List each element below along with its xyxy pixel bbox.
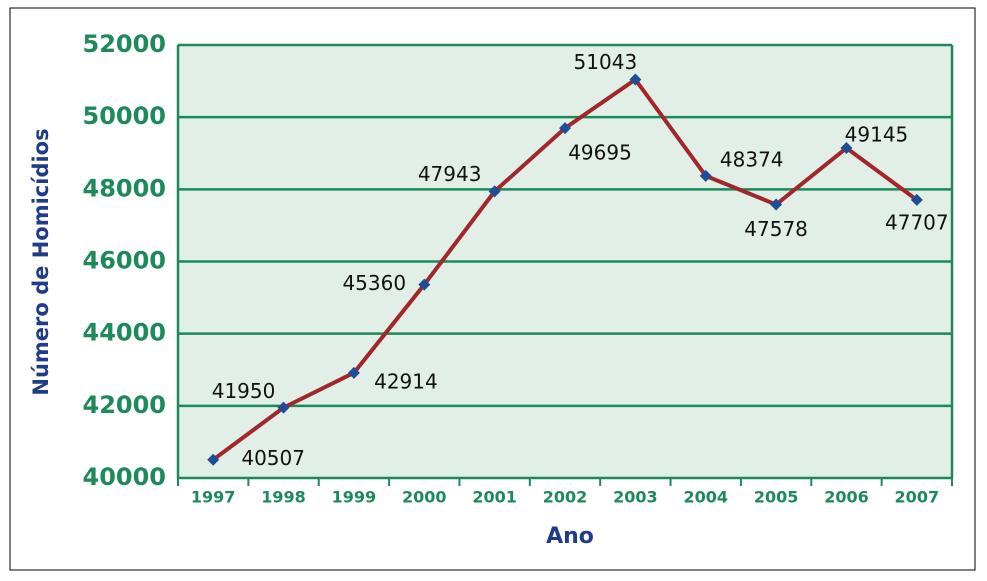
marker xyxy=(488,185,501,198)
y-tick-label: 44000 xyxy=(83,319,167,347)
x-tick-label: 2004 xyxy=(683,488,728,507)
y-tick-label: 52000 xyxy=(83,30,167,58)
data-label: 41950 xyxy=(212,379,276,403)
data-label: 48374 xyxy=(720,147,784,171)
marker xyxy=(699,169,712,182)
frame xyxy=(9,7,976,571)
x-tick-label: 1997 xyxy=(191,488,236,507)
marker xyxy=(559,122,571,135)
x-tick-label: 1998 xyxy=(261,488,306,507)
data-label: 47578 xyxy=(744,217,808,241)
data-label: 45360 xyxy=(342,271,406,295)
data-label: 51043 xyxy=(574,50,638,74)
data-label: 47707 xyxy=(885,210,949,234)
marker xyxy=(840,142,853,155)
marker xyxy=(770,198,783,211)
data-label: 40507 xyxy=(241,446,305,470)
x-tick-label: 2001 xyxy=(472,488,517,507)
x-tick-label: 2000 xyxy=(402,488,447,507)
marker xyxy=(277,401,290,414)
x-tick-label: 2003 xyxy=(613,488,658,507)
x-tick-label: 2007 xyxy=(895,488,940,507)
data-label: 49695 xyxy=(568,141,632,165)
y-tick-label: 46000 xyxy=(83,247,167,275)
data-label: 49145 xyxy=(845,123,909,147)
x-tick-label: 2005 xyxy=(754,488,799,507)
y-tick-label: 50000 xyxy=(83,102,167,130)
x-tick-label: 2002 xyxy=(543,488,588,507)
data-label: 42914 xyxy=(374,369,438,393)
x-axis-title: Ano xyxy=(546,524,594,549)
marker xyxy=(347,366,360,379)
data-label: 47943 xyxy=(418,162,482,186)
marker xyxy=(418,278,431,291)
y-tick-label: 48000 xyxy=(83,174,167,202)
marker xyxy=(207,453,220,466)
y-tick-label: 42000 xyxy=(83,391,167,419)
y-tick-label: 40000 xyxy=(83,463,167,491)
x-tick-label: 1999 xyxy=(332,488,377,507)
marker xyxy=(910,193,923,206)
marker xyxy=(629,73,642,86)
x-tick-label: 2006 xyxy=(824,488,869,507)
y-axis-title: Número de Homicídios xyxy=(29,128,53,395)
